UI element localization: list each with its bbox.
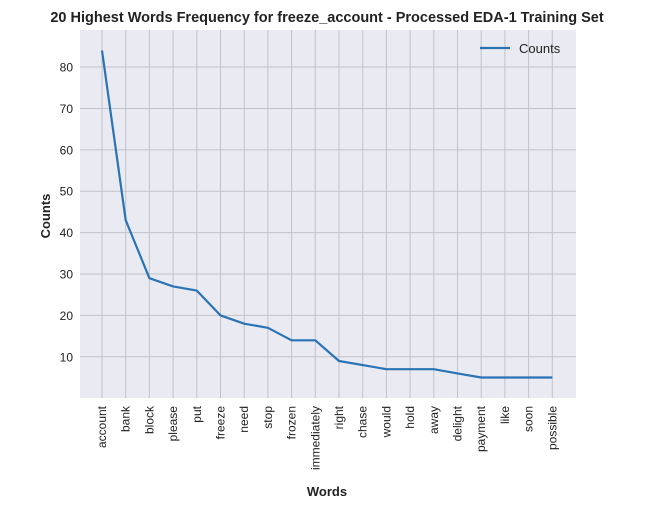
x-tick-label: frozen <box>285 406 299 439</box>
x-axis-label: Words <box>307 484 347 499</box>
chart-title: 20 Highest Words Frequency for freeze_ac… <box>50 10 603 26</box>
x-tick-label: delight <box>451 405 465 441</box>
series-line-counts <box>100 50 553 379</box>
x-tick-label: please <box>166 406 180 442</box>
legend-label-counts: Counts <box>519 41 561 56</box>
x-tick-label: need <box>237 406 251 433</box>
y-tick-label: 20 <box>60 309 74 323</box>
x-tick-label: away <box>427 406 441 434</box>
x-tick-label: account <box>95 405 109 448</box>
x-axis-ticks: account bank block please put freeze need stop f… <box>95 405 559 470</box>
x-tick-label: payment <box>474 405 488 452</box>
x-tick-label: soon <box>522 406 536 432</box>
x-tick-label: hold <box>403 406 417 429</box>
y-axis-ticks: 10 20 30 40 50 60 70 80 <box>60 61 74 365</box>
x-tick-label: bank <box>119 405 133 432</box>
y-tick-label: 70 <box>60 102 74 116</box>
y-tick-label: 10 <box>60 350 74 364</box>
y-tick-label: 80 <box>60 61 74 75</box>
x-tick-label: possible <box>545 406 559 450</box>
x-tick-label: freeze <box>214 406 228 440</box>
legend: Counts <box>480 41 561 56</box>
x-tick-label: like <box>498 406 512 424</box>
y-tick-label: 30 <box>60 268 74 282</box>
y-axis-label: Counts <box>38 194 53 239</box>
y-tick-label: 60 <box>60 143 74 157</box>
x-tick-label: block <box>142 405 156 434</box>
x-tick-label: immediately <box>308 406 322 470</box>
y-tick-label: 40 <box>60 226 74 240</box>
grid-lines <box>80 30 576 398</box>
plot-area <box>80 30 576 398</box>
x-tick-label: right <box>332 405 346 429</box>
x-tick-label: would <box>379 406 393 438</box>
y-tick-label: 50 <box>60 185 74 199</box>
x-tick-label: chase <box>356 406 370 438</box>
x-tick-label: stop <box>261 406 275 429</box>
x-tick-label: put <box>190 405 204 422</box>
